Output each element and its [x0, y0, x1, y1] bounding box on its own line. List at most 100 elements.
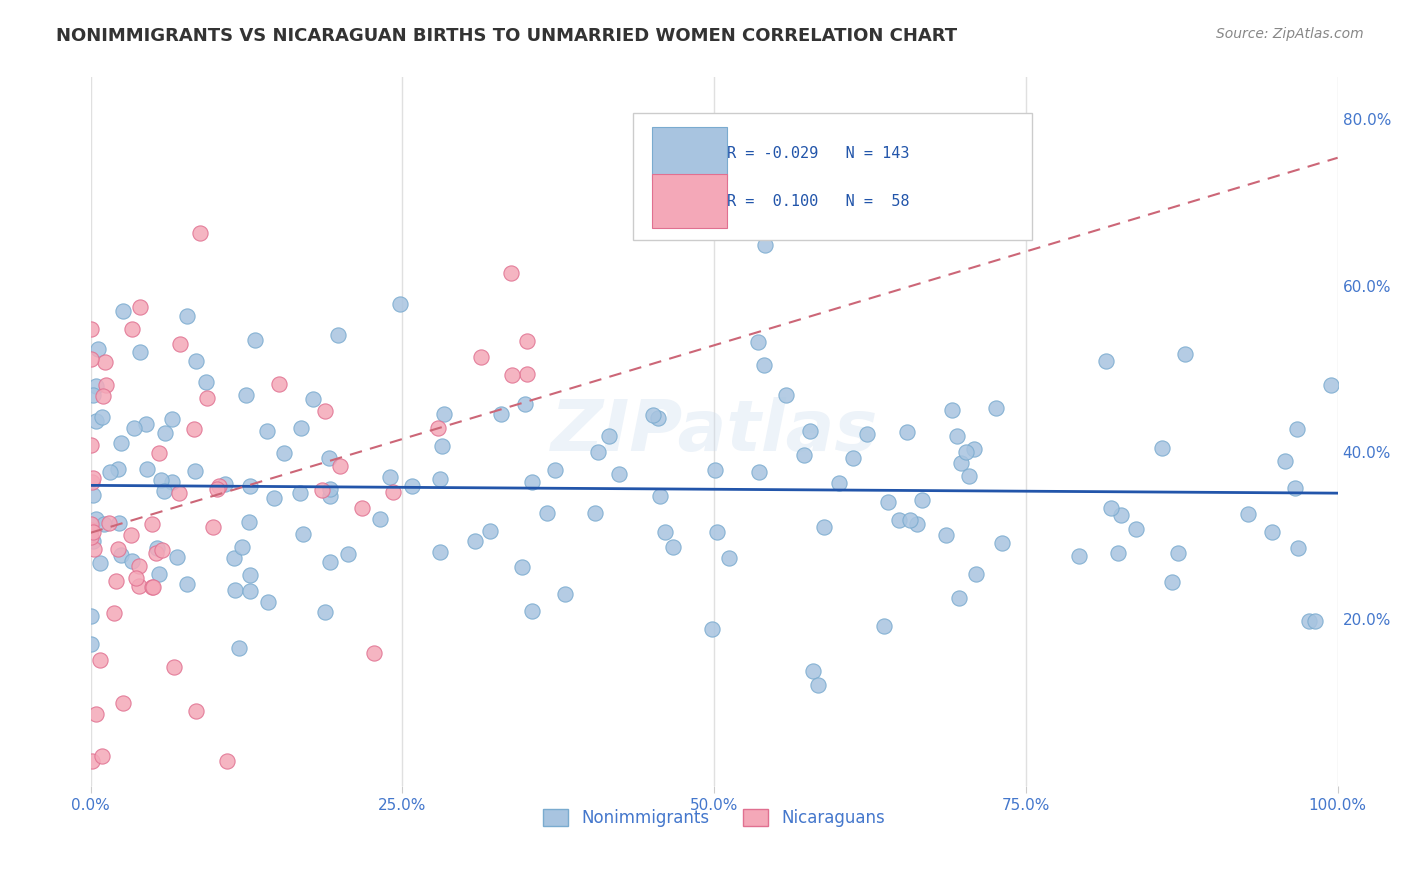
Point — [945, 429, 967, 443]
Point — [84, 512, 107, 526]
Point — [136, 461, 159, 475]
Point — [662, 541, 685, 555]
Point — [239, 568, 262, 582]
Point — [807, 678, 830, 692]
Point — [775, 388, 797, 402]
Point — [337, 548, 360, 562]
Point — [80, 475, 103, 490]
Point — [290, 421, 312, 435]
Point — [273, 446, 295, 460]
Point — [80, 754, 103, 768]
Point — [301, 392, 323, 406]
Point — [183, 422, 205, 436]
Point — [501, 266, 523, 280]
Point — [896, 425, 918, 439]
Point — [145, 541, 167, 555]
Point — [314, 605, 336, 619]
Point — [752, 358, 775, 372]
Point — [801, 664, 824, 678]
Point — [224, 583, 246, 598]
Point — [148, 566, 170, 581]
Point — [105, 574, 128, 588]
Point — [162, 475, 184, 490]
Point — [522, 475, 544, 489]
FancyBboxPatch shape — [652, 175, 727, 227]
Point — [208, 479, 231, 493]
Point — [176, 577, 198, 591]
Point — [501, 368, 523, 383]
Point — [263, 491, 285, 505]
Point — [747, 334, 769, 349]
Point — [79, 524, 101, 538]
Text: R = -0.029   N = 143: R = -0.029 N = 143 — [727, 146, 910, 161]
Point — [536, 507, 558, 521]
Point — [319, 555, 342, 569]
Point — [963, 442, 986, 456]
Point — [607, 467, 630, 481]
Point — [82, 533, 104, 548]
Point — [135, 417, 157, 431]
Point — [368, 512, 391, 526]
Point — [141, 516, 163, 531]
Point — [429, 545, 451, 559]
Point — [380, 470, 402, 484]
Point — [1237, 507, 1260, 521]
FancyBboxPatch shape — [652, 127, 727, 180]
Point — [479, 524, 502, 539]
Point — [1107, 546, 1129, 560]
Point — [754, 238, 776, 252]
Point — [82, 388, 104, 402]
Point — [256, 424, 278, 438]
Point — [905, 516, 928, 531]
Point — [239, 479, 262, 493]
Point — [842, 450, 865, 465]
Point — [107, 462, 129, 476]
Point — [648, 490, 671, 504]
Point — [1167, 546, 1189, 560]
Point — [84, 414, 107, 428]
Point — [87, 343, 110, 357]
Point — [94, 377, 117, 392]
Point — [235, 387, 257, 401]
Point — [80, 609, 103, 624]
Text: R =  0.100   N =  58: R = 0.100 N = 58 — [727, 194, 910, 209]
Point — [141, 581, 163, 595]
Point — [1099, 501, 1122, 516]
Point — [427, 421, 450, 435]
Point — [318, 451, 340, 466]
Point — [120, 528, 142, 542]
Point — [110, 435, 132, 450]
Point — [643, 409, 665, 423]
Point — [80, 322, 103, 336]
Point — [516, 334, 538, 348]
Point — [145, 545, 167, 559]
Point — [876, 495, 898, 509]
Point — [111, 696, 134, 710]
Point — [329, 458, 352, 473]
Point — [228, 640, 250, 655]
Text: Source: ZipAtlas.com: Source: ZipAtlas.com — [1216, 27, 1364, 41]
Text: NONIMMIGRANTS VS NICARAGUAN BIRTHS TO UNMARRIED WOMEN CORRELATION CHART: NONIMMIGRANTS VS NICARAGUAN BIRTHS TO UN… — [56, 27, 957, 45]
Point — [1298, 614, 1320, 628]
Point — [239, 583, 262, 598]
Point — [79, 638, 101, 652]
Point — [955, 445, 977, 459]
Point — [1320, 378, 1343, 392]
Point — [950, 456, 973, 470]
Point — [828, 476, 851, 491]
Point — [965, 567, 987, 582]
Point — [91, 410, 114, 425]
Point — [128, 559, 150, 574]
Point — [706, 525, 728, 540]
Point — [153, 425, 176, 440]
Point — [79, 531, 101, 545]
Point — [267, 377, 290, 392]
Point — [363, 646, 385, 660]
Point — [401, 479, 423, 493]
Point — [702, 622, 724, 636]
Point — [470, 350, 492, 364]
Point — [326, 328, 349, 343]
Point — [319, 489, 342, 503]
Point — [554, 587, 576, 601]
Point — [107, 542, 129, 557]
